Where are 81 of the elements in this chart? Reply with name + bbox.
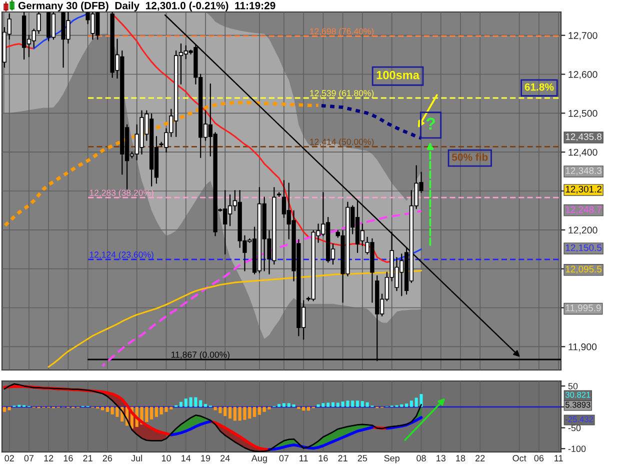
bar <box>204 404 208 407</box>
ref-line-label: 12,698 (76.40%) <box>310 28 374 36</box>
bar <box>306 406 310 411</box>
text: 30.821 <box>565 392 590 398</box>
x-tick-label: Aug <box>251 455 267 464</box>
annotation: 100sma <box>376 70 420 80</box>
x-tick-label: 14 <box>182 455 191 462</box>
text: 12,150.5 <box>566 244 602 252</box>
ref-line-label: 12,124 (23.60%) <box>90 251 154 260</box>
bar <box>233 406 236 421</box>
bar <box>2 406 6 412</box>
x-tick-label: 16 <box>64 455 73 462</box>
x-tick-label: 08 <box>416 455 426 462</box>
x-tick-label: 07 <box>24 455 34 462</box>
annotation: 50% fib <box>452 153 488 161</box>
x-tick-label: 16 <box>318 455 328 462</box>
bar <box>326 402 330 407</box>
bar <box>360 401 364 407</box>
y-tick-label: 12,200 <box>568 226 598 235</box>
x-tick-label: 21 <box>338 455 348 462</box>
y-tick-label: 11,900 <box>568 343 597 352</box>
y-tick-label: -50 <box>568 424 581 432</box>
x-tick-label: Jul <box>131 454 142 462</box>
text: 12,095.5 <box>566 266 602 274</box>
ref-line-label: 12,283 (38.20%) <box>90 189 154 198</box>
x-tick-label: 02 <box>4 455 14 462</box>
bar <box>351 400 354 407</box>
bar <box>228 406 232 419</box>
x-tick-label: 11 <box>300 455 308 462</box>
bar <box>282 403 286 407</box>
bar <box>150 406 154 420</box>
y-tick-label: 12,500 <box>568 110 598 118</box>
x-tick-label: 26 <box>102 455 112 462</box>
bar <box>179 402 182 407</box>
x-tick-label: 25 <box>358 455 368 462</box>
text: 12,435.8 <box>566 133 602 142</box>
x-tick-label: 22 <box>476 455 485 462</box>
bar <box>405 404 408 407</box>
x-tick-label: 24 <box>220 455 230 462</box>
bar <box>336 402 340 407</box>
bar <box>199 400 202 407</box>
x-tick-label: Oct <box>512 455 526 462</box>
x-tick-label: 18 <box>456 455 466 462</box>
x-tick-label: 13 <box>436 455 446 462</box>
bar <box>410 400 413 407</box>
x-tick-label: 10 <box>162 455 171 462</box>
text: 12,348.3 <box>566 167 602 176</box>
ref-line-label: 12,539 (61.80%) <box>310 90 374 98</box>
y-tick-label: 12,600 <box>568 70 598 80</box>
y-tick-label: 50 <box>568 382 578 390</box>
annotation: ? <box>426 118 435 130</box>
text: -25.432 <box>566 416 594 422</box>
x-tick-label: 11 <box>554 455 563 462</box>
bar <box>248 406 252 419</box>
bar <box>224 406 227 416</box>
x-tick-label: 12 <box>44 455 54 462</box>
x-tick-label: Sep <box>384 455 400 464</box>
y-tick-label: 12,700 <box>568 32 598 40</box>
bar <box>258 406 261 415</box>
ref-line-label: 11,867 (0.00%) <box>171 351 230 360</box>
y-tick-label: -100 <box>568 446 586 452</box>
y-tick-label: 12,400 <box>568 148 598 157</box>
text: 12,301.2 <box>566 186 602 194</box>
text: 5.3893 <box>566 402 590 408</box>
text: 12,248.7 <box>566 206 602 214</box>
x-tick-label: 07 <box>279 455 289 462</box>
bar <box>154 406 158 417</box>
x-tick-label: 06 <box>534 455 544 462</box>
bar <box>356 400 360 407</box>
bar <box>278 404 281 407</box>
annotation: 61.8% <box>524 83 554 91</box>
x-tick-label: 21 <box>83 455 92 462</box>
bar <box>302 406 306 411</box>
chart-title: Germany 30 (DFB) Daily 12,301.0 (-0.21%) 11:19:29 <box>18 2 276 12</box>
bar <box>331 402 335 407</box>
ref-line-label: 12,414 (50.00%) <box>310 138 374 147</box>
bar <box>184 398 188 407</box>
bar <box>253 406 256 417</box>
text: 11,995.9 <box>566 304 601 312</box>
x-tick-label: 19 <box>201 455 210 462</box>
bar <box>106 406 109 412</box>
